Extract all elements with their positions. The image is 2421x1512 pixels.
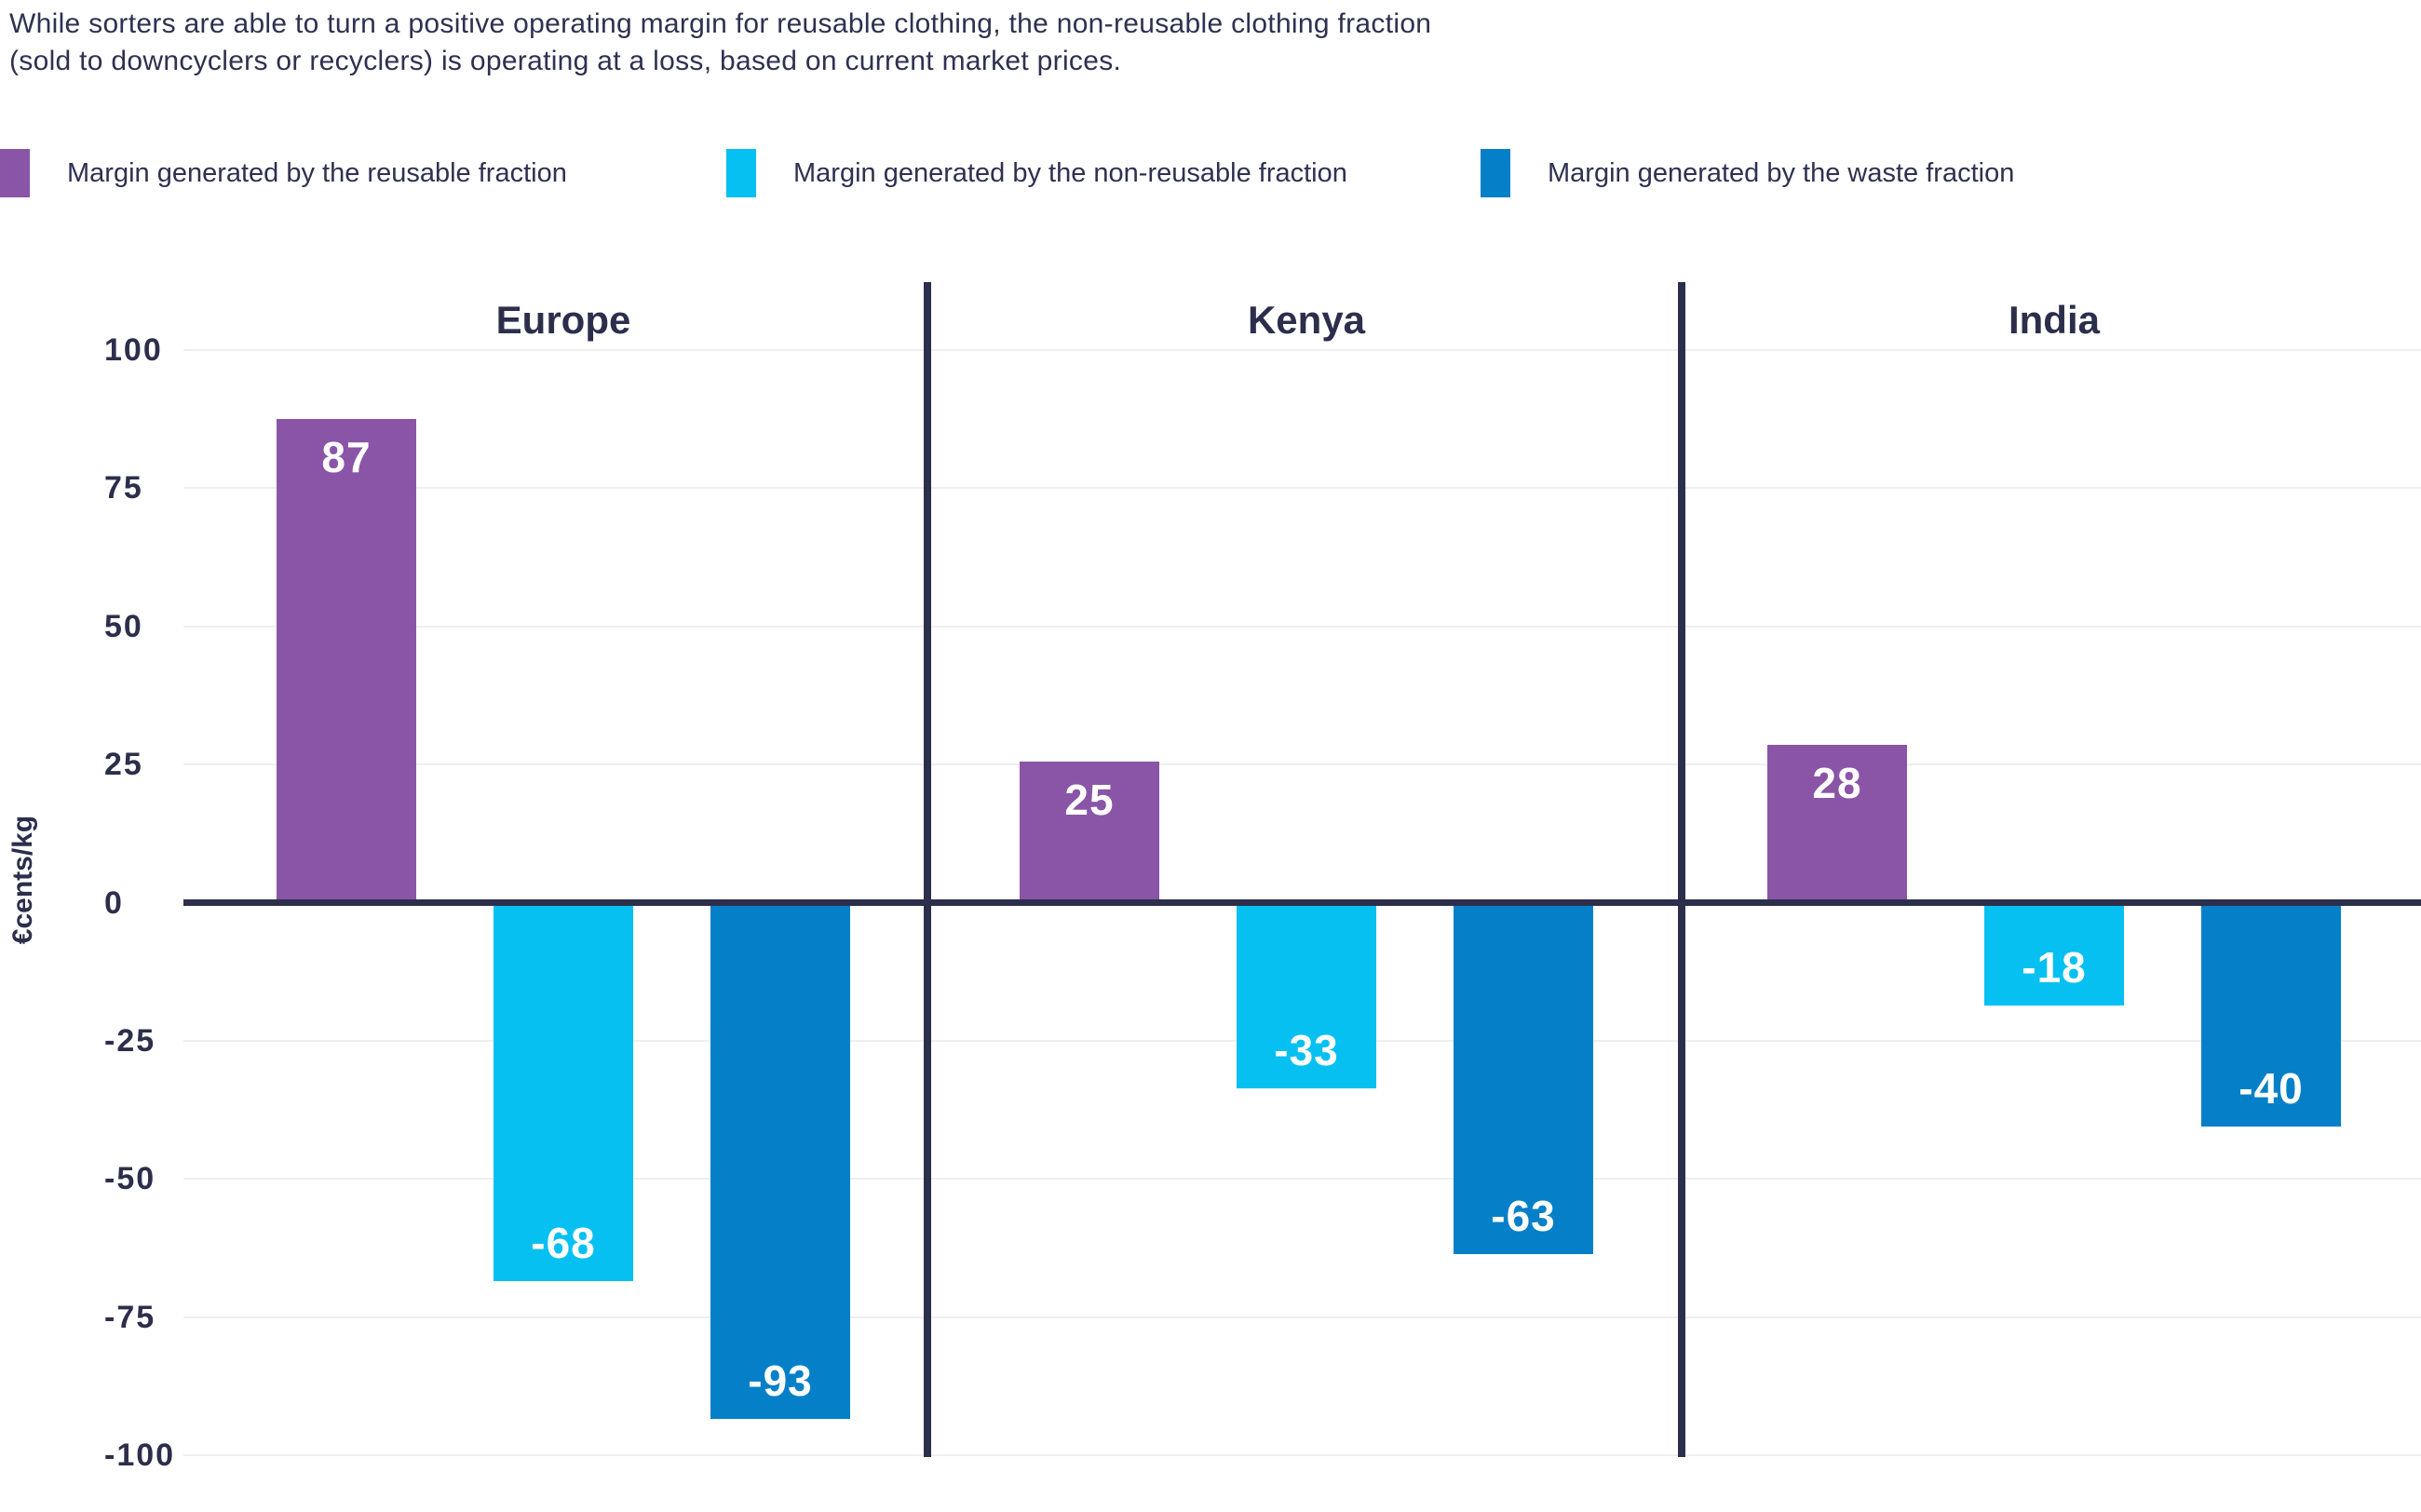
bar-value-label: 87	[321, 433, 372, 482]
y-tick-label: -100	[104, 1438, 176, 1474]
legend-label-waste: Margin generated by the waste fraction	[1548, 157, 2015, 188]
panel-separator-1	[924, 282, 931, 1457]
chart-title-line-1: While sorters are able to turn a positiv…	[9, 8, 1432, 39]
legend-item-non-reusable: Margin generated by the non-reusable fra…	[726, 149, 1347, 197]
chart-title: While sorters are able to turn a positiv…	[9, 6, 1431, 80]
bar-value-label: -18	[2022, 942, 2087, 992]
bar-europe-non-reusable: -68	[494, 906, 633, 1282]
bar-kenya-non-reusable: -33	[1237, 906, 1376, 1088]
bar-europe-reusable: 87	[277, 419, 416, 899]
legend-item-waste: Margin generated by the waste fraction	[1481, 149, 2014, 197]
gridline	[183, 487, 2421, 490]
gridline	[183, 763, 2421, 766]
legend-swatch-reusable	[0, 149, 30, 197]
panel-separator-2	[1678, 282, 1685, 1457]
panel-header-india: India	[2008, 298, 2100, 342]
gridline	[183, 1316, 2421, 1318]
y-tick-label: 100	[104, 331, 163, 368]
bar-kenya-waste: -63	[1454, 906, 1593, 1254]
bar-india-reusable: 28	[1767, 744, 1907, 899]
bar-value-label: -33	[1274, 1025, 1339, 1074]
legend-label-non-reusable: Margin generated by the non-reusable fra…	[793, 157, 1347, 188]
bar-europe-waste: -93	[710, 906, 850, 1420]
legend-swatch-waste	[1481, 149, 1510, 197]
bar-india-non-reusable: -18	[1984, 906, 2124, 1006]
bar-value-label: 28	[1812, 758, 1862, 807]
y-tick-label: 75	[104, 470, 143, 506]
bar-value-label: -63	[1491, 1191, 1556, 1240]
gridline	[183, 1178, 2421, 1181]
gridline	[183, 625, 2421, 628]
legend-item-reusable: Margin generated by the reusable fractio…	[0, 149, 567, 197]
bar-value-label: -93	[748, 1357, 813, 1406]
bar-value-label: 25	[1064, 775, 1115, 824]
bar-kenya-reusable: 25	[1020, 761, 1159, 899]
legend-label-reusable: Margin generated by the reusable fractio…	[67, 157, 567, 188]
y-tick-label: 25	[104, 747, 143, 783]
y-tick-label: -50	[104, 1161, 156, 1197]
legend-swatch-non-reusable	[726, 149, 756, 197]
y-axis-title: €cents/kg	[7, 815, 38, 945]
bar-india-waste: -40	[2201, 906, 2341, 1127]
bar-value-label: -40	[2238, 1064, 2304, 1114]
bar-value-label: -68	[531, 1219, 596, 1268]
gridline	[183, 348, 2421, 351]
y-tick-label: 50	[104, 608, 143, 644]
y-tick-label: 0	[104, 884, 124, 921]
y-tick-label: -25	[104, 1022, 156, 1059]
gridline	[183, 1454, 2421, 1457]
zero-axis-line	[183, 899, 2421, 906]
chart-title-line-2: (sold to downcyclers or recyclers) is op…	[9, 46, 1122, 76]
panel-header-kenya: Kenya	[1247, 298, 1366, 342]
y-tick-label: -75	[104, 1299, 156, 1335]
panel-header-europe: Europe	[495, 298, 631, 342]
